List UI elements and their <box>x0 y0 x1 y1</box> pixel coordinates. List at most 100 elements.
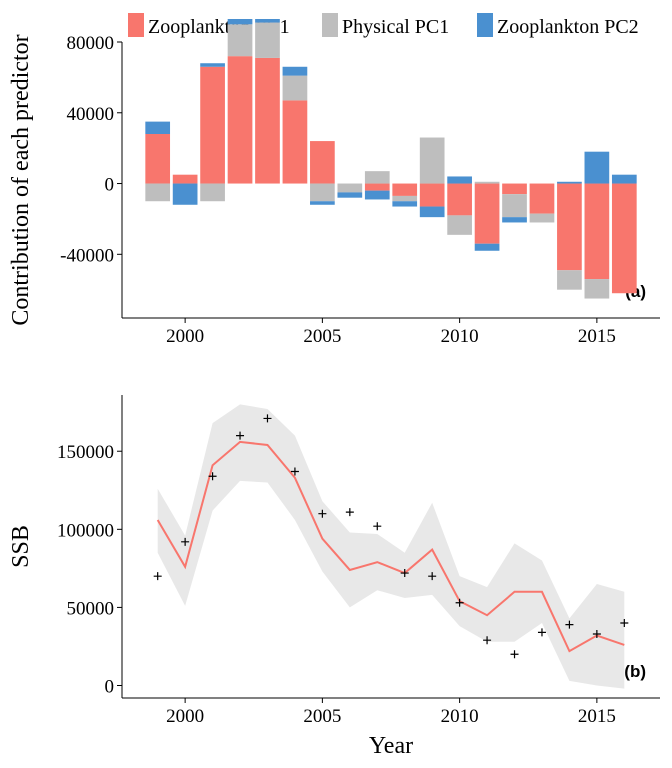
bar-segment <box>255 57 280 184</box>
y-tick-label: -40000 <box>60 245 114 266</box>
x-tick-label: 2005 <box>303 326 341 347</box>
bar-segment <box>255 19 280 23</box>
bar-segment <box>474 243 500 251</box>
bar-segment <box>310 201 335 205</box>
bar-segment <box>145 121 171 134</box>
legend-label: Zooplankton PC2 <box>497 16 639 38</box>
bar-segment <box>172 183 198 205</box>
bar-segment <box>611 183 637 294</box>
x-tick-label: 2010 <box>441 706 479 727</box>
bar-segment <box>447 215 472 235</box>
bar-segment <box>145 183 171 202</box>
ssb-observed-point <box>181 537 190 546</box>
ssb-observed-point <box>455 598 464 607</box>
bar-segment <box>310 141 335 184</box>
bar-segment <box>282 100 308 184</box>
y-tick-label: 150000 <box>57 442 114 463</box>
bar-segment <box>200 66 225 184</box>
confidence-ribbon <box>157 404 625 689</box>
legend-label: Zooplankton PC1 <box>148 16 290 38</box>
legend-swatch <box>322 13 338 37</box>
bar-segment <box>282 66 308 76</box>
bar-segment <box>502 183 527 195</box>
bar-segment <box>529 213 555 223</box>
plot-area <box>153 404 629 689</box>
ssb-observed-point <box>153 572 162 581</box>
x-axis-title: Year <box>369 733 413 759</box>
bar-segment <box>392 201 418 207</box>
bar-segment <box>200 183 225 202</box>
bar-segment <box>392 183 418 196</box>
legend-swatch <box>477 13 493 37</box>
x-tick-label: 2010 <box>441 326 479 347</box>
ssb-fitted-line <box>156 440 625 653</box>
bar-segment <box>337 183 363 193</box>
ssb-observed-point <box>373 522 382 531</box>
bar-segment <box>227 19 253 25</box>
bar-segment <box>227 24 253 57</box>
ssb-observed-point <box>537 628 546 637</box>
ssb-observed-point <box>345 508 354 517</box>
y-tick-label: 50000 <box>67 598 115 619</box>
x-tick-label: 2000 <box>166 326 204 347</box>
bar-segment <box>419 183 445 207</box>
bar-segment <box>584 151 610 184</box>
bar-segment <box>529 183 555 214</box>
bar-segment <box>364 171 390 184</box>
bar-segment <box>310 183 335 202</box>
y-tick-label: 40000 <box>67 104 115 125</box>
ssb-observed-point <box>290 467 299 476</box>
ssb-observed-point <box>565 620 574 629</box>
bar-segment <box>447 176 472 184</box>
panel-a-contribution-chart: -40000 0 40000 80000 2000 2005 2010 2015 Contrib… <box>8 19 660 347</box>
bar-segment <box>282 75 308 101</box>
y-tick-label: 0 <box>105 677 115 698</box>
ssb-observed-point <box>263 414 272 423</box>
bar-segment <box>364 183 390 191</box>
bar-segment <box>557 270 582 290</box>
bar-segment <box>364 190 390 200</box>
ssb-observed-point <box>510 650 519 659</box>
panel-label: (b) <box>624 662 646 681</box>
bar-segment <box>419 137 445 184</box>
bar-segment <box>392 195 418 202</box>
bar-segment <box>200 63 225 67</box>
bar-segment <box>337 192 363 198</box>
bar-segment <box>584 279 610 299</box>
legend: Zooplankton PC1 Physical PC1 Zooplankton P… <box>128 13 639 38</box>
y-axis-title: Contribution of each predictor <box>8 34 34 325</box>
x-tick-label: 2015 <box>578 326 616 347</box>
ssb-observed-point <box>428 572 437 581</box>
bar-segment <box>502 217 527 223</box>
ssb-observed-point <box>400 569 409 578</box>
bar-segment <box>474 181 500 184</box>
bar-segment <box>227 56 253 184</box>
bar-segment <box>502 194 527 218</box>
bar-segment <box>557 183 582 271</box>
y-axis-title: SSB <box>8 525 34 568</box>
panel-b-ssb-chart: 0 50000 100000 150000 2000 2005 2010 2015 SSB Yea… <box>8 395 660 759</box>
bar-segment <box>474 183 500 244</box>
bar-segment <box>419 206 445 218</box>
y-tick-label: 80000 <box>67 33 115 54</box>
ssb-observed-point <box>236 431 245 440</box>
legend-label: Physical PC1 <box>342 16 449 38</box>
bar-segment <box>611 174 637 184</box>
ssb-observed-point <box>318 509 327 518</box>
bar-segment <box>447 183 472 216</box>
legend-swatch <box>128 13 144 37</box>
bar-segment <box>172 174 198 184</box>
ssb-observed-point <box>620 619 629 628</box>
y-tick-label: 0 <box>105 175 115 196</box>
ssb-observed-point <box>208 472 217 481</box>
x-tick-label: 2015 <box>578 706 616 727</box>
bar-segment <box>557 181 582 184</box>
y-tick-label: 100000 <box>57 520 114 541</box>
x-tick-label: 2000 <box>166 706 204 727</box>
x-tick-label: 2005 <box>303 706 341 727</box>
bar-segment <box>584 183 610 280</box>
ssb-observed-point <box>483 636 492 645</box>
bar-segment <box>145 134 171 184</box>
bar-segment <box>255 22 280 58</box>
